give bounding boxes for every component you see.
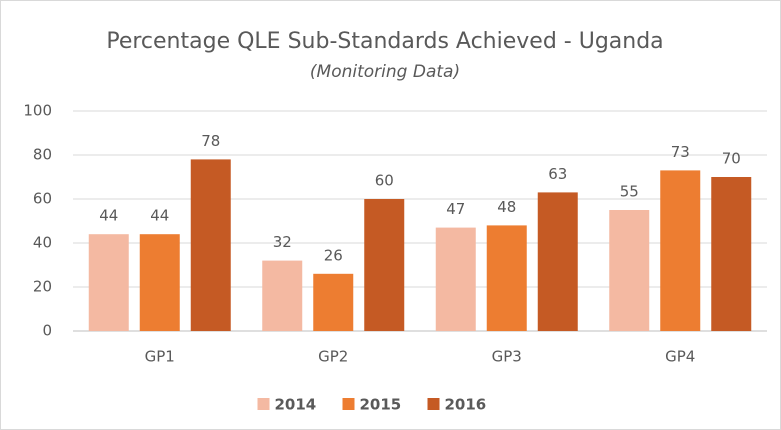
- data-label: 78: [201, 132, 220, 150]
- x-tick-label: GP2: [318, 348, 348, 366]
- y-tick-label: 20: [33, 278, 52, 296]
- bar: [660, 170, 701, 331]
- data-label: 48: [497, 198, 516, 216]
- x-tick-label: GP4: [665, 348, 695, 366]
- x-tick-label: GP3: [492, 348, 522, 366]
- data-label: 55: [620, 183, 639, 201]
- data-label: 47: [446, 200, 465, 218]
- y-tick-label: 0: [42, 322, 52, 340]
- data-label: 70: [722, 150, 741, 168]
- bar: [537, 192, 578, 331]
- y-tick-label: 80: [33, 146, 52, 164]
- chart-title: Percentage QLE Sub-Standards Achieved - …: [106, 29, 663, 54]
- bar: [88, 234, 129, 331]
- bar: [139, 234, 180, 331]
- bar: [262, 260, 303, 331]
- bar: [609, 210, 650, 331]
- data-label: 63: [548, 165, 567, 183]
- legend-label: 2016: [445, 396, 487, 414]
- data-label: 73: [671, 143, 690, 161]
- chart-subtitle: (Monitoring Data): [310, 62, 460, 82]
- y-tick-label: 60: [33, 190, 52, 208]
- data-label: 26: [324, 246, 343, 264]
- legend-swatch: [257, 398, 270, 410]
- data-label: 32: [273, 233, 292, 251]
- bar: [435, 227, 476, 331]
- y-tick-label: 40: [33, 234, 52, 252]
- data-label: 44: [99, 207, 118, 225]
- data-label: 44: [150, 207, 169, 225]
- y-tick-label: 100: [23, 102, 52, 120]
- legend-label: 2014: [275, 396, 317, 414]
- bar: [313, 273, 354, 331]
- legend-swatch: [427, 398, 440, 410]
- bar: [364, 199, 405, 331]
- legend-swatch: [342, 398, 355, 410]
- x-tick-label: GP1: [145, 348, 175, 366]
- bar: [486, 225, 527, 331]
- bar: [190, 159, 231, 331]
- bar: [711, 177, 752, 331]
- data-label: 60: [375, 172, 394, 190]
- legend-label: 2015: [360, 396, 402, 414]
